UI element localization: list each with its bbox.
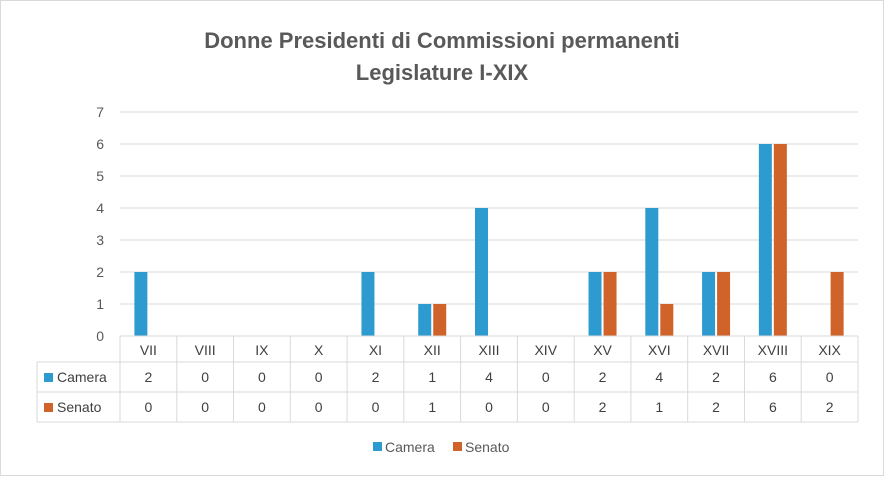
x-tick-label: XIX <box>818 342 841 358</box>
table-cell: 6 <box>769 369 777 385</box>
table-cell: 0 <box>144 399 152 415</box>
bar-senato <box>433 304 447 336</box>
y-tick-label: 0 <box>96 328 104 344</box>
y-tick-label: 4 <box>96 200 104 216</box>
data-table: VII VIII IX X XI XII XIII XIV XV XVI XVII XVIII XIX C… <box>36 335 859 423</box>
legend: Camera Senato <box>373 439 510 455</box>
y-axis: 0 1 2 3 4 5 6 7 <box>96 104 104 344</box>
table-cell: 0 <box>372 399 380 415</box>
bar-camera <box>758 144 772 336</box>
table-cell: 0 <box>315 369 323 385</box>
x-tick-label: XVI <box>648 342 671 358</box>
table-cell: 2 <box>599 399 607 415</box>
bar-senato <box>773 144 787 336</box>
table-cell: 2 <box>372 369 380 385</box>
legend-label: Camera <box>385 439 435 455</box>
x-tick-label: IX <box>255 342 269 358</box>
table-cell: 1 <box>428 399 436 415</box>
x-tick-label: XV <box>593 342 612 358</box>
x-tick-label: XII <box>424 342 441 358</box>
table-cell: 4 <box>485 369 493 385</box>
legend-label: Senato <box>465 439 510 455</box>
gridlines <box>120 111 858 305</box>
bar-camera <box>588 272 602 336</box>
x-tick-label: VII <box>140 342 157 358</box>
table-cell: 4 <box>655 369 663 385</box>
table-cell: 6 <box>769 399 777 415</box>
legend-key <box>373 442 382 451</box>
table-series-label: Senato <box>57 399 102 415</box>
table-cell: 0 <box>258 369 266 385</box>
y-tick-label: 5 <box>96 168 104 184</box>
table-cell: 2 <box>826 399 834 415</box>
table-cell: 1 <box>428 369 436 385</box>
table-cell: 0 <box>485 399 493 415</box>
y-tick-label: 3 <box>96 232 104 248</box>
x-tick-label: X <box>314 342 324 358</box>
table-cell: 1 <box>655 399 663 415</box>
x-tick-label: VIII <box>195 342 216 358</box>
table-cell: 2 <box>712 399 720 415</box>
x-tick-label: XIV <box>534 342 557 358</box>
chart-title: Donne Presidenti di Commissioni permanen… <box>204 28 680 53</box>
y-tick-label: 2 <box>96 264 104 280</box>
table-cell: 0 <box>826 369 834 385</box>
x-tick-label: XI <box>369 342 382 358</box>
bar-camera <box>361 272 375 336</box>
table-legend-key <box>44 403 53 412</box>
table-cell: 0 <box>542 399 550 415</box>
table-cell: 0 <box>201 369 209 385</box>
bar-camera <box>418 304 432 336</box>
table-cell: 0 <box>258 399 266 415</box>
chart-subtitle: Legislature I-XIX <box>356 60 529 85</box>
y-tick-label: 6 <box>96 136 104 152</box>
bar-senato <box>830 272 844 336</box>
bar-senato <box>603 272 617 336</box>
bar-senato <box>660 304 674 336</box>
table-cell: 0 <box>315 399 323 415</box>
bar-camera <box>702 272 716 336</box>
bar-senato <box>717 272 731 336</box>
y-tick-label: 1 <box>96 296 104 312</box>
y-tick-label: 7 <box>96 104 104 120</box>
bars <box>134 144 844 336</box>
table-legend-key <box>44 373 53 382</box>
x-tick-label: XIII <box>478 342 499 358</box>
table-series-label: Camera <box>57 369 107 385</box>
table-cell: 2 <box>144 369 152 385</box>
bar-camera <box>645 208 659 336</box>
table-cell: 0 <box>201 399 209 415</box>
bar-camera <box>475 208 488 336</box>
bar-camera <box>134 272 148 336</box>
x-tick-label: XVIII <box>758 342 788 358</box>
legend-key <box>453 442 462 451</box>
table-cell: 0 <box>542 369 550 385</box>
x-tick-label: XVII <box>703 342 729 358</box>
table-cell: 2 <box>599 369 607 385</box>
table-cell: 2 <box>712 369 720 385</box>
